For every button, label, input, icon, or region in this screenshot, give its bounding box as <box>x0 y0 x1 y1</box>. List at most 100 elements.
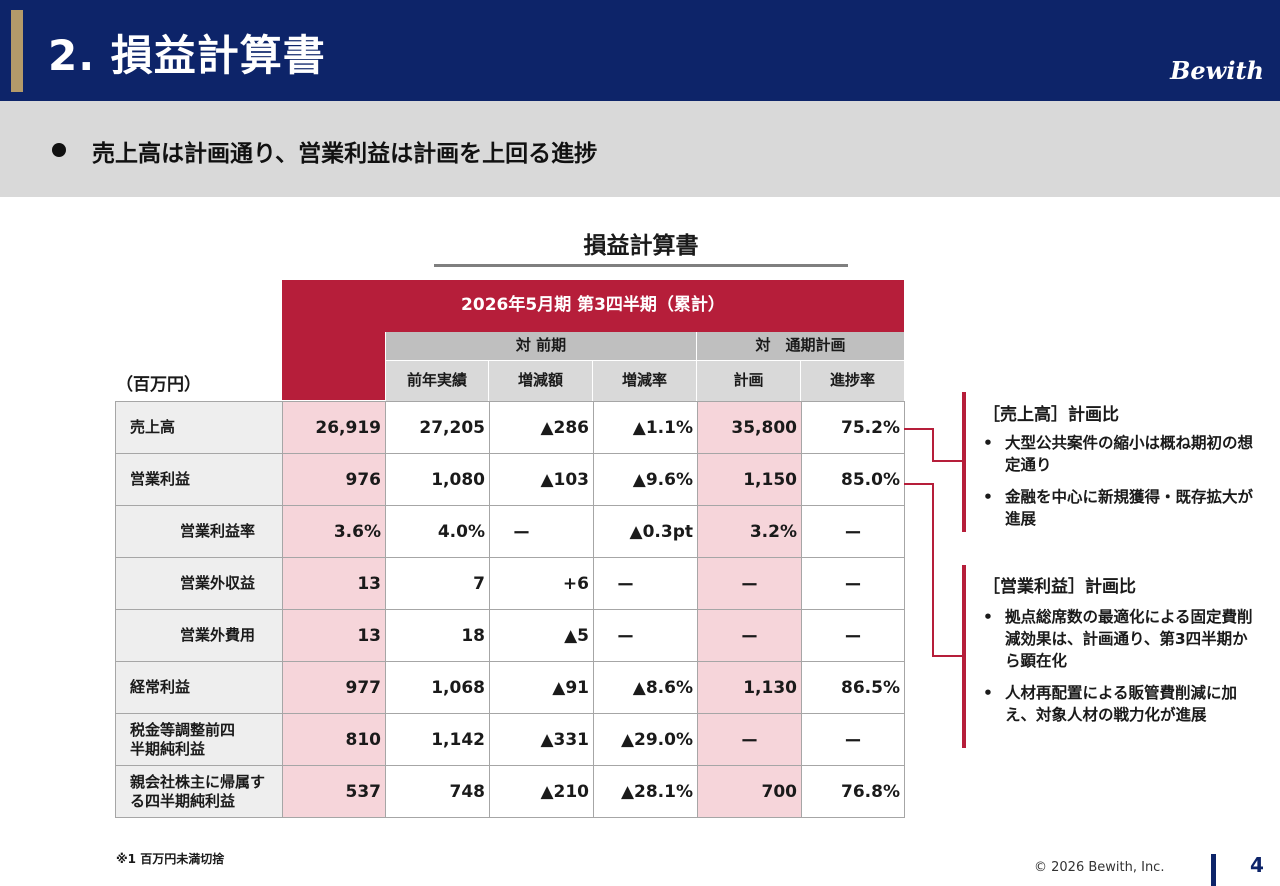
cell-change-rate: ▲8.6% <box>593 661 698 714</box>
cell-current: 537 <box>282 765 386 818</box>
connector-line <box>904 428 934 430</box>
group-header-plan: 対 通期計画 <box>696 332 904 360</box>
period-label: 2026年5月期 第3四半期（累計） <box>461 295 725 315</box>
subheader-change-amount: 増減額 <box>488 360 592 401</box>
cell-current: 810 <box>282 713 386 766</box>
cell-progress: ー <box>801 557 905 610</box>
subheader-prev-actual: 前年実績 <box>385 360 488 401</box>
cell-plan: 3.2% <box>697 505 802 558</box>
list-item: 金融を中心に新規獲得・既存拡大が進展 <box>983 486 1263 530</box>
row-label: 親会社株主に帰属する四半期純利益 <box>115 765 283 818</box>
cell-progress: ー <box>801 505 905 558</box>
subheader-plan: 計画 <box>696 360 800 401</box>
cell-change-rate: ー <box>593 557 698 610</box>
cell-plan: 35,800 <box>697 401 802 454</box>
note-title-operating-profit: ［営業利益］計画比 <box>983 577 1136 597</box>
group-header-prev-year: 対 前期 <box>385 332 696 360</box>
cell-current: 13 <box>282 557 386 610</box>
income-statement-table: 売上高 26,919 27,205 ▲286 ▲1.1% 35,800 75.2… <box>115 401 905 818</box>
cell-change-rate: ▲0.3pt <box>593 505 698 558</box>
page-number: 4 <box>1250 853 1264 877</box>
cell-change-amount: ▲286 <box>489 401 594 454</box>
cell-plan: 1,150 <box>697 453 802 506</box>
cell-plan: 700 <box>697 765 802 818</box>
cell-progress: 86.5% <box>801 661 905 714</box>
cell-change-amount: ▲5 <box>489 609 594 662</box>
cell-prev-actual: 4.0% <box>385 505 490 558</box>
cell-plan: 1,130 <box>697 661 802 714</box>
cell-change-rate: ▲9.6% <box>593 453 698 506</box>
cell-change-amount: ▲331 <box>489 713 594 766</box>
note-accent-bar <box>962 392 966 532</box>
slide-header: 2. 損益計算書 Bewith <box>0 0 1280 101</box>
connector-line <box>932 460 962 462</box>
cell-change-amount: ▲91 <box>489 661 594 714</box>
summary-text: 売上高は計画通り、営業利益は計画を上回る進捗 <box>92 141 598 167</box>
subheader-change-rate: 増減率 <box>592 360 696 401</box>
connector-line <box>904 483 934 485</box>
cell-change-amount: +6 <box>489 557 594 610</box>
table-row: 親会社株主に帰属する四半期純利益 537 748 ▲210 ▲28.1% 700… <box>115 765 905 818</box>
note-list-sales: 大型公共案件の縮小は概ね期初の想定通り 金融を中心に新規獲得・既存拡大が進展 <box>983 432 1263 540</box>
list-item: 人材再配置による販管費削減に加え、対象人材の戦力化が進展 <box>983 682 1263 726</box>
note-list-operating-profit: 拠点総席数の最適化による固定費削減効果は、計画通り、第3四半期から顕在化 人材再… <box>983 606 1263 736</box>
connector-line <box>932 483 934 657</box>
row-label: 営業外収益 <box>115 557 283 610</box>
note-accent-bar <box>962 565 966 748</box>
list-item: 拠点総席数の最適化による固定費削減効果は、計画通り、第3四半期から顕在化 <box>983 606 1263 672</box>
cell-prev-actual: 748 <box>385 765 490 818</box>
section-underline <box>434 264 848 267</box>
company-logo: Bewith <box>1170 56 1264 85</box>
table-row: 経常利益 977 1,068 ▲91 ▲8.6% 1,130 86.5% <box>115 661 905 714</box>
cell-current: 3.6% <box>282 505 386 558</box>
cell-change-amount: ー <box>489 505 594 558</box>
row-label: 営業利益率 <box>115 505 283 558</box>
cell-progress: ー <box>801 609 905 662</box>
connector-line <box>932 655 962 657</box>
cell-change-rate: ー <box>593 609 698 662</box>
subheader-progress: 進捗率 <box>800 360 904 401</box>
cell-progress: 85.0% <box>801 453 905 506</box>
table-row: 営業外収益 13 7 +6 ー ー ー <box>115 557 905 610</box>
cell-progress: 75.2% <box>801 401 905 454</box>
cell-prev-actual: 18 <box>385 609 490 662</box>
cell-prev-actual: 1,142 <box>385 713 490 766</box>
cell-prev-actual: 1,080 <box>385 453 490 506</box>
slide-title: 2. 損益計算書 <box>48 31 326 80</box>
cell-current: 976 <box>282 453 386 506</box>
cell-plan: ー <box>697 713 802 766</box>
cell-prev-actual: 27,205 <box>385 401 490 454</box>
cell-change-amount: ▲210 <box>489 765 594 818</box>
cell-prev-actual: 1,068 <box>385 661 490 714</box>
cell-progress: ー <box>801 713 905 766</box>
cell-change-rate: ▲29.0% <box>593 713 698 766</box>
cell-change-rate: ▲28.1% <box>593 765 698 818</box>
row-label: 売上高 <box>115 401 283 454</box>
row-label: 営業外費用 <box>115 609 283 662</box>
table-row: 営業外費用 13 18 ▲5 ー ー ー <box>115 609 905 662</box>
cell-change-amount: ▲103 <box>489 453 594 506</box>
page-number-bar <box>1211 854 1216 886</box>
table-row: 営業利益率 3.6% 4.0% ー ▲0.3pt 3.2% ー <box>115 505 905 558</box>
bullet-icon <box>52 143 66 157</box>
section-title: 損益計算書 <box>583 233 699 259</box>
cell-change-rate: ▲1.1% <box>593 401 698 454</box>
row-label: 経常利益 <box>115 661 283 714</box>
cell-current: 13 <box>282 609 386 662</box>
cell-progress: 76.8% <box>801 765 905 818</box>
cell-plan: ー <box>697 557 802 610</box>
row-label: 営業利益 <box>115 453 283 506</box>
row-label: 税金等調整前四半期純利益 <box>115 713 283 766</box>
note-title-sales: ［売上高］計画比 <box>983 405 1119 425</box>
accent-bar <box>11 10 23 92</box>
table-row: 売上高 26,919 27,205 ▲286 ▲1.1% 35,800 75.2… <box>115 401 905 454</box>
unit-label: （百万円） <box>116 375 201 395</box>
table-row: 営業利益 976 1,080 ▲103 ▲9.6% 1,150 85.0% <box>115 453 905 506</box>
list-item: 大型公共案件の縮小は概ね期初の想定通り <box>983 432 1263 476</box>
table-row: 税金等調整前四半期純利益 810 1,142 ▲331 ▲29.0% ー ー <box>115 713 905 766</box>
footnote: ※1 百万円未満切捨 <box>116 852 225 866</box>
cell-current: 977 <box>282 661 386 714</box>
cell-plan: ー <box>697 609 802 662</box>
cell-prev-actual: 7 <box>385 557 490 610</box>
copyright: © 2026 Bewith, Inc. <box>1034 860 1165 875</box>
